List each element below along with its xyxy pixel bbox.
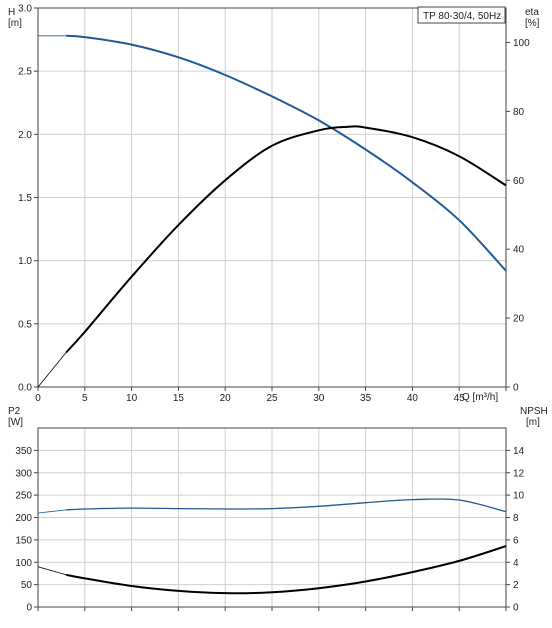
legend-box <box>417 6 506 24</box>
bottom-left-tick-label: 250 <box>15 491 32 502</box>
x-tick-label: 10 <box>126 393 138 404</box>
bottom-left-tick-label: 0 <box>26 603 32 614</box>
top-left-tick-label: 3.0 <box>18 4 32 15</box>
x-tick-label: 20 <box>220 393 232 404</box>
top-grid <box>38 7 506 387</box>
x-tick-label: 35 <box>360 393 372 404</box>
top-right-tick-label: 60 <box>513 176 525 187</box>
top-left-tick-label: 0.0 <box>18 383 32 394</box>
eta-axis-unit: [%] <box>525 18 540 29</box>
top-series-1-extension <box>37 352 67 388</box>
bottom-right-tick-label: 8 <box>513 513 519 524</box>
x-tick-label: 0 <box>35 393 41 404</box>
h-axis-label: H <box>8 7 15 18</box>
bottom-series-0-line <box>66 498 507 513</box>
q-axis-label: Q [m³/h] <box>462 392 498 403</box>
bottom-right-tick-label: 6 <box>513 535 519 546</box>
legend-label: TP 80-30/4, 50Hz <box>423 11 501 22</box>
p2-axis-unit: [W] <box>8 417 23 428</box>
x-tick-label: 30 <box>313 393 325 404</box>
bottom-left-tick-label: 100 <box>15 558 32 569</box>
x-tick-label: 25 <box>266 393 278 404</box>
bottom-left-tick-label: 50 <box>21 580 33 591</box>
top-right-tick-label: 80 <box>513 107 525 118</box>
x-tick-label: 15 <box>173 393 185 404</box>
bottom-left-tick-label: 300 <box>15 468 32 479</box>
npsh-axis-label: NPSH <box>520 406 548 417</box>
top-right-tick-label: 0 <box>513 383 519 394</box>
bottom-right-tick-label: 10 <box>513 491 525 502</box>
top-series-0-line <box>66 34 507 272</box>
bottom-series-0-extension <box>37 509 67 514</box>
bottom-right-tick-label: 12 <box>513 468 525 479</box>
bottom-right-tick-label: 2 <box>513 580 519 591</box>
bottom-left-tick-label: 200 <box>15 513 32 524</box>
bottom-left-tick-label: 150 <box>15 535 32 546</box>
top-right-tick-label: 40 <box>513 245 525 256</box>
top-ticks: 0 5 10 15 20 25 30 35 40 45 0.0 0.5 1.0 1.5 2.0 2.5 3.0 0… <box>18 4 530 405</box>
x-tick-label: 40 <box>407 393 419 404</box>
top-left-tick-label: 2.5 <box>18 67 32 78</box>
top-curves <box>37 34 507 388</box>
npsh-axis-unit: [m] <box>526 417 540 428</box>
top-left-tick-label: 0.5 <box>18 319 32 330</box>
h-axis-unit: [m] <box>8 18 22 29</box>
bottom-right-tick-label: 4 <box>513 558 519 569</box>
bottom-left-tick-label: 350 <box>15 446 32 457</box>
top-left-tick-label: 1.0 <box>18 256 32 267</box>
top-right-tick-label: 100 <box>513 38 530 49</box>
bottom-grid <box>38 428 506 607</box>
bottom-ticks: 0 50 100 150 200 250 300 350 0 2 4 6 8 10 12 14 <box>15 446 524 614</box>
eta-axis-label: eta <box>525 7 539 18</box>
bottom-series-1-extension <box>37 566 67 576</box>
top-left-tick-label: 2.0 <box>18 130 32 141</box>
bottom-series-1-line <box>65 545 507 595</box>
x-tick-label: 5 <box>82 393 88 404</box>
x-tick-label: 45 <box>454 393 466 404</box>
bottom-right-tick-label: 0 <box>513 603 519 614</box>
p2-axis-label: P2 <box>8 406 21 417</box>
top-series-1-line <box>65 125 507 354</box>
bottom-right-tick-label: 14 <box>513 446 525 457</box>
top-left-tick-label: 1.5 <box>18 193 32 204</box>
bottom-curves <box>37 498 507 595</box>
top-right-tick-label: 20 <box>513 314 525 325</box>
